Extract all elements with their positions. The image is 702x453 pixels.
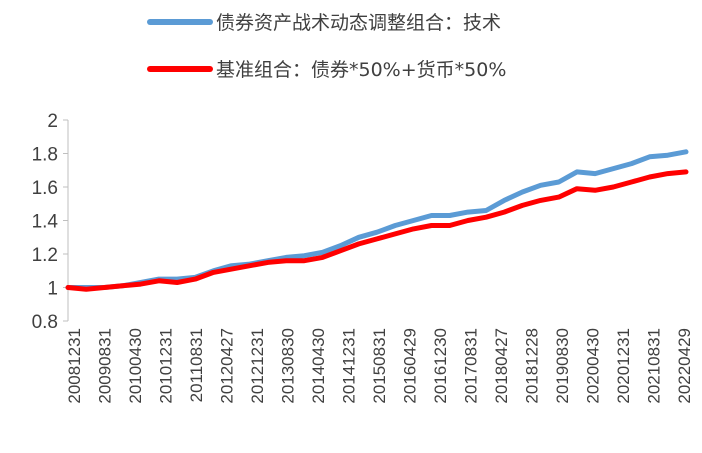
x-tick-label: 20180427 [492,328,511,404]
x-axis: 20081231 20090831 20100430 20101231 20110831… [65,328,694,404]
legend-label-benchmark: 基准组合：债券*50%+货币*50% [216,59,506,81]
x-tick-label: 20110831 [187,328,206,402]
x-tick-label: 20181228 [523,328,542,404]
legend-item-benchmark: 基准组合：债券*50%+货币*50% [147,59,506,81]
x-tick-label: 20081231 [65,328,84,404]
x-tick-label: 20210831 [645,328,664,404]
x-tick-label: 20200430 [584,328,603,404]
legend-item-strategy: 债券资产战术动态调整组合：技术 [147,12,501,34]
x-tick-label: 20141231 [340,328,359,404]
x-tick-label: 20150831 [370,328,389,404]
x-tick-label: 20121231 [248,328,267,404]
y-tick-label: 2 [47,111,58,132]
y-axis: 0.8 1 1.2 1.4 1.6 1.8 2 [32,111,69,333]
series-layer [65,149,689,292]
x-tick-label: 20190830 [553,328,572,404]
x-tick-label: 20140430 [309,328,328,404]
x-tick-label: 20090831 [96,328,115,404]
y-tick-label: 1.6 [32,178,58,199]
y-tick-label: 1.8 [32,145,58,166]
x-tick-label: 20130830 [279,328,298,404]
series-line-strategy [65,149,689,290]
x-tick-label: 20160429 [401,328,420,404]
series-line-benchmark [65,169,689,292]
y-tick-label: 1.2 [32,245,58,266]
y-tick-label: 1 [47,279,58,300]
x-tick-label: 20220429 [675,328,694,404]
x-tick-label: 20201231 [614,328,633,404]
x-tick-label: 20120427 [218,328,237,404]
legend-label-strategy: 债券资产战术动态调整组合：技术 [216,12,501,34]
x-tick-label: 20161230 [431,328,450,404]
y-tick-label: 1.4 [32,212,59,233]
legend: 债券资产战术动态调整组合：技术 基准组合：债券*50%+货币*50% [147,12,506,81]
x-tick-label: 20101231 [157,328,176,404]
x-tick-label: 20170831 [462,328,481,404]
y-tick-label: 0.8 [32,312,58,333]
x-tick-label: 20100430 [126,328,145,404]
